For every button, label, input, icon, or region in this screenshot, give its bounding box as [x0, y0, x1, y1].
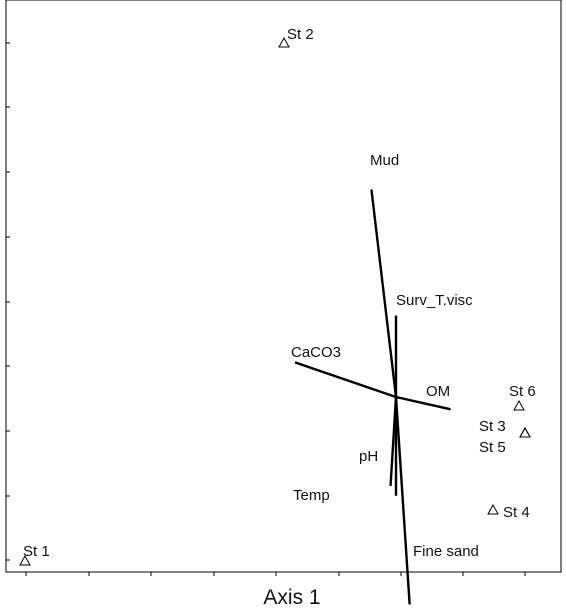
- vector-mud: [370, 189, 398, 398]
- vector-caco3: [294, 361, 397, 399]
- station-label-st-2: St 2: [287, 26, 314, 43]
- station-marker-st-5: [519, 426, 531, 438]
- station-marker-st-3: [519, 426, 531, 438]
- station-marker-st-4: [487, 503, 499, 515]
- station-label-st-6: St 6: [509, 383, 536, 400]
- station-marker-st-2: [278, 36, 290, 48]
- vector-om: [395, 395, 451, 411]
- vector-label-mud: Mud: [370, 152, 399, 169]
- station-marker-st-6: [513, 399, 525, 411]
- station-label-st-1: St 1: [23, 543, 50, 560]
- vector-label-caco3: CaCO3: [291, 344, 341, 361]
- vector-label-fine-sand: Fine sand: [413, 543, 479, 560]
- vector-label-om: OM: [426, 383, 450, 400]
- station-marker-st-1: [19, 554, 31, 566]
- environment-vectors: Mud Fine sand Surv_T.visc CaCO3 OM pH Temp: [291, 152, 479, 605]
- vector-label-ph: pH: [359, 448, 378, 465]
- y-axis-ticks: [6, 42, 10, 561]
- plot-frame: [5, 0, 562, 573]
- station-label-st-4: St 4: [503, 504, 530, 521]
- vector-fine-sand: [394, 396, 411, 605]
- stations: St 1 St 2 St 3 St 4 St 5 St 6: [19, 26, 536, 566]
- vector-label-temp: Temp: [293, 487, 330, 504]
- station-label-st-5: St 5: [479, 439, 506, 456]
- station-label-st-3: St 3: [479, 418, 506, 435]
- vector-label-surv-t-visc: Surv_T.visc: [396, 292, 473, 309]
- x-axis-title: Axis 1: [263, 586, 320, 609]
- x-axis-ticks: [25, 572, 526, 576]
